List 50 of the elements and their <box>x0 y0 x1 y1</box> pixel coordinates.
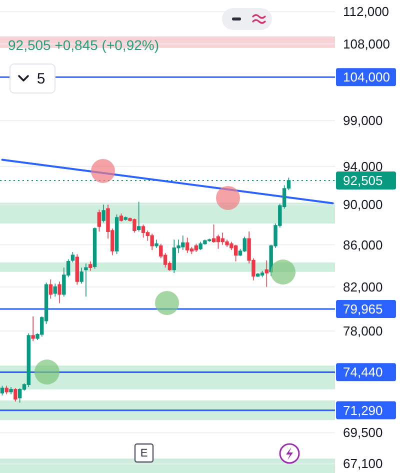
candlestick <box>18 388 22 404</box>
candlestick <box>256 272 260 278</box>
candlestick <box>48 278 53 300</box>
candlestick <box>242 236 246 252</box>
candlestick <box>53 283 57 297</box>
candlestick <box>9 386 13 395</box>
ref-line-label: 71,290 <box>343 402 383 418</box>
candlestick <box>31 316 35 342</box>
candlestick <box>260 270 264 278</box>
ref-line-label: 92,505 <box>343 172 383 188</box>
y-tick-label: 112,000 <box>343 4 390 20</box>
candlestick <box>264 260 269 288</box>
y-tick-label: 82,000 <box>343 279 383 294</box>
y-tick-label: 99,000 <box>343 113 383 128</box>
candlestick <box>75 254 79 286</box>
y-tick-label: 94,000 <box>343 158 383 174</box>
y-tick-label: 78,000 <box>343 323 383 338</box>
y-tick-label: 108,000 <box>343 36 390 52</box>
ref-line-label: 104,000 <box>343 70 390 85</box>
candlestick <box>70 252 75 263</box>
candlestick <box>150 233 154 250</box>
candlestick <box>88 260 92 272</box>
candlestick <box>234 244 238 262</box>
y-tick-label: 67,100 <box>343 456 383 472</box>
y-tick-label: 90,000 <box>343 197 383 212</box>
candlestick <box>141 224 146 238</box>
candlestick <box>0 385 4 396</box>
candlestick <box>58 281 62 304</box>
ref-line-label: 74,440 <box>343 364 383 380</box>
text: 92,505 +0,845 (+0,92%) <box>8 37 160 53</box>
candlestick <box>136 201 141 232</box>
y-tick-label: 69,500 <box>343 425 383 440</box>
annotation: E <box>140 448 148 460</box>
candlestick <box>26 332 31 388</box>
candlestick <box>102 204 106 223</box>
candlestick <box>80 267 84 284</box>
candlestick <box>14 388 18 402</box>
candlestick <box>4 385 8 395</box>
candlestick <box>92 227 97 270</box>
y-tick-label: 86,000 <box>343 237 383 252</box>
candlestick <box>84 263 88 297</box>
candlestick <box>114 214 119 254</box>
candlestick <box>119 213 124 222</box>
candlestick <box>194 243 198 252</box>
candlestick <box>97 209 102 232</box>
candlestick <box>185 237 190 254</box>
candlestick <box>124 216 128 221</box>
candlestick <box>154 239 158 248</box>
ref-line-label: 79,965 <box>343 301 383 316</box>
annotation: 5 <box>36 70 46 88</box>
